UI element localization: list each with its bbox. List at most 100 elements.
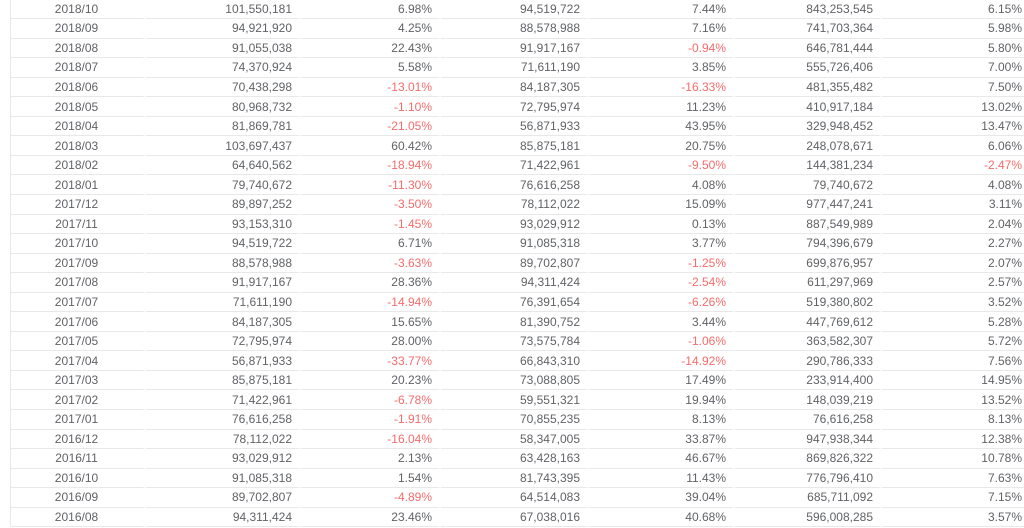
cell-value: 646,781,444 (735, 38, 882, 59)
table-row: 2017/03 85,875,181 20.23% 73,088,805 17.49% 2… (11, 370, 1024, 391)
cell-value: 67,038,016 (441, 507, 589, 528)
cell-percent: -9.50% (589, 155, 735, 176)
cell-percent: 7.15% (882, 488, 1024, 508)
cell-percent: 15.09% (589, 194, 735, 215)
table-row: 2018/08 91,055,038 22.43% 91,917,167 -0.94% 6… (11, 38, 1024, 59)
cell-month: 2018/02 (11, 155, 146, 176)
table-row: 2016/08 94,311,424 23.46% 67,038,016 40.68% 5… (11, 507, 1024, 528)
cell-percent: 4.08% (589, 175, 735, 195)
cell-percent: 46.67% (589, 449, 735, 469)
cell-value: 89,702,807 (146, 488, 301, 508)
cell-value: 290,786,333 (735, 351, 882, 371)
cell-month: 2016/10 (11, 468, 146, 489)
cell-value: 76,616,258 (146, 409, 301, 430)
cell-percent: -14.94% (301, 292, 441, 313)
cell-month: 2018/09 (11, 19, 146, 39)
cell-value: 93,153,310 (146, 214, 301, 235)
cell-percent: 11.23% (589, 97, 735, 117)
cell-percent: -3.63% (301, 253, 441, 274)
cell-value: 70,855,235 (441, 409, 589, 430)
cell-value: 64,514,083 (441, 488, 589, 508)
cell-month: 2017/03 (11, 370, 146, 391)
cell-percent: 23.46% (301, 507, 441, 528)
cell-percent: -14.92% (589, 351, 735, 371)
table-row: 2017/02 71,422,961 -6.78% 59,551,321 19.94% 1… (11, 390, 1024, 410)
cell-month: 2017/12 (11, 194, 146, 215)
cell-value: 76,616,258 (441, 175, 589, 195)
cell-percent: -2.47% (882, 156, 1024, 176)
cell-value: 72,795,974 (146, 331, 301, 352)
cell-value: 58,347,005 (441, 429, 589, 450)
cell-value: 85,875,181 (441, 136, 589, 156)
cell-percent: 0.13% (589, 214, 735, 235)
cell-value: 481,355,482 (735, 77, 882, 98)
cell-value: 88,578,988 (441, 19, 589, 39)
table-row: 2017/09 88,578,988 -3.63% 89,702,807 -1.25% 6… (11, 253, 1024, 274)
cell-value: 81,869,781 (146, 116, 301, 137)
cell-value: 611,297,969 (735, 273, 882, 293)
cell-percent: -21.05% (301, 116, 441, 137)
cell-value: 91,085,318 (146, 468, 301, 489)
cell-percent: 40.68% (589, 507, 735, 528)
cell-percent: -1.45% (301, 214, 441, 235)
table-row: 2018/03 103,697,437 60.42% 85,875,181 20.75%… (11, 136, 1024, 156)
cell-value: 947,938,344 (735, 429, 882, 450)
cell-value: 794,396,679 (735, 234, 882, 254)
cell-month: 2016/08 (11, 507, 146, 528)
table-row: 2018/04 81,869,781 -21.05% 56,871,933 43.95%… (11, 116, 1024, 137)
table-row: 2017/07 71,611,190 -14.94% 76,391,654 -6.26%… (11, 292, 1024, 313)
cell-percent: -4.89% (301, 488, 441, 508)
cell-value: 76,616,258 (735, 409, 882, 430)
cell-percent: 5.98% (882, 19, 1024, 39)
cell-percent: -0.94% (589, 38, 735, 59)
cell-value: 977,447,241 (735, 194, 882, 215)
cell-percent: 7.56% (882, 351, 1024, 371)
cell-percent: 7.50% (882, 78, 1024, 98)
cell-value: 410,917,184 (735, 97, 882, 117)
cell-percent: -3.50% (301, 194, 441, 215)
cell-value: 84,187,305 (441, 77, 589, 98)
cell-value: 329,948,452 (735, 116, 882, 137)
cell-month: 2018/06 (11, 77, 146, 98)
cell-value: 248,078,671 (735, 136, 882, 156)
cell-month: 2018/05 (11, 97, 146, 117)
cell-value: 63,428,163 (441, 449, 589, 469)
cell-value: 56,871,933 (146, 351, 301, 371)
cell-value: 70,438,298 (146, 77, 301, 98)
cell-percent: 8.13% (589, 409, 735, 430)
cell-percent: 2.04% (882, 215, 1024, 235)
cell-value: 64,640,562 (146, 155, 301, 176)
table-row: 2018/05 80,968,732 -1.10% 72,795,974 11.23% 4… (11, 97, 1024, 117)
cell-value: 94,311,424 (441, 273, 589, 293)
table-row: 2016/11 93,029,912 2.13% 63,428,163 46.67% 86… (11, 449, 1024, 469)
cell-percent: 14.95% (882, 371, 1024, 391)
cell-value: 81,743,395 (441, 468, 589, 489)
cell-month: 2016/09 (11, 488, 146, 508)
cell-value: 88,578,988 (146, 253, 301, 274)
cell-percent: 3.77% (589, 234, 735, 254)
cell-month: 2016/11 (11, 449, 146, 469)
cell-value: 91,085,318 (441, 234, 589, 254)
cell-percent: 12.38% (882, 430, 1024, 450)
cell-value: 72,795,974 (441, 97, 589, 117)
cell-percent: 20.23% (301, 370, 441, 391)
cell-value: 91,917,167 (441, 38, 589, 59)
cell-value: 71,422,961 (146, 390, 301, 410)
cell-value: 887,549,989 (735, 214, 882, 235)
cell-percent: 4.25% (301, 19, 441, 39)
cell-month: 2018/07 (11, 58, 146, 78)
table-row: 2018/09 94,921,920 4.25% 88,578,988 7.16% 741… (11, 19, 1024, 39)
cell-month: 2018/08 (11, 38, 146, 59)
cell-percent: 28.36% (301, 273, 441, 293)
cell-value: 447,769,612 (735, 312, 882, 332)
cell-value: 78,112,022 (441, 194, 589, 215)
cell-value: 89,702,807 (441, 253, 589, 274)
cell-percent: 3.11% (882, 195, 1024, 215)
cell-percent: 2.13% (301, 449, 441, 469)
cell-percent: -1.91% (301, 409, 441, 430)
cell-percent: -6.78% (301, 390, 441, 410)
cell-month: 2018/04 (11, 116, 146, 137)
cell-value: 363,582,307 (735, 331, 882, 352)
cell-percent: 3.57% (882, 508, 1024, 528)
cell-percent: 43.95% (589, 116, 735, 137)
